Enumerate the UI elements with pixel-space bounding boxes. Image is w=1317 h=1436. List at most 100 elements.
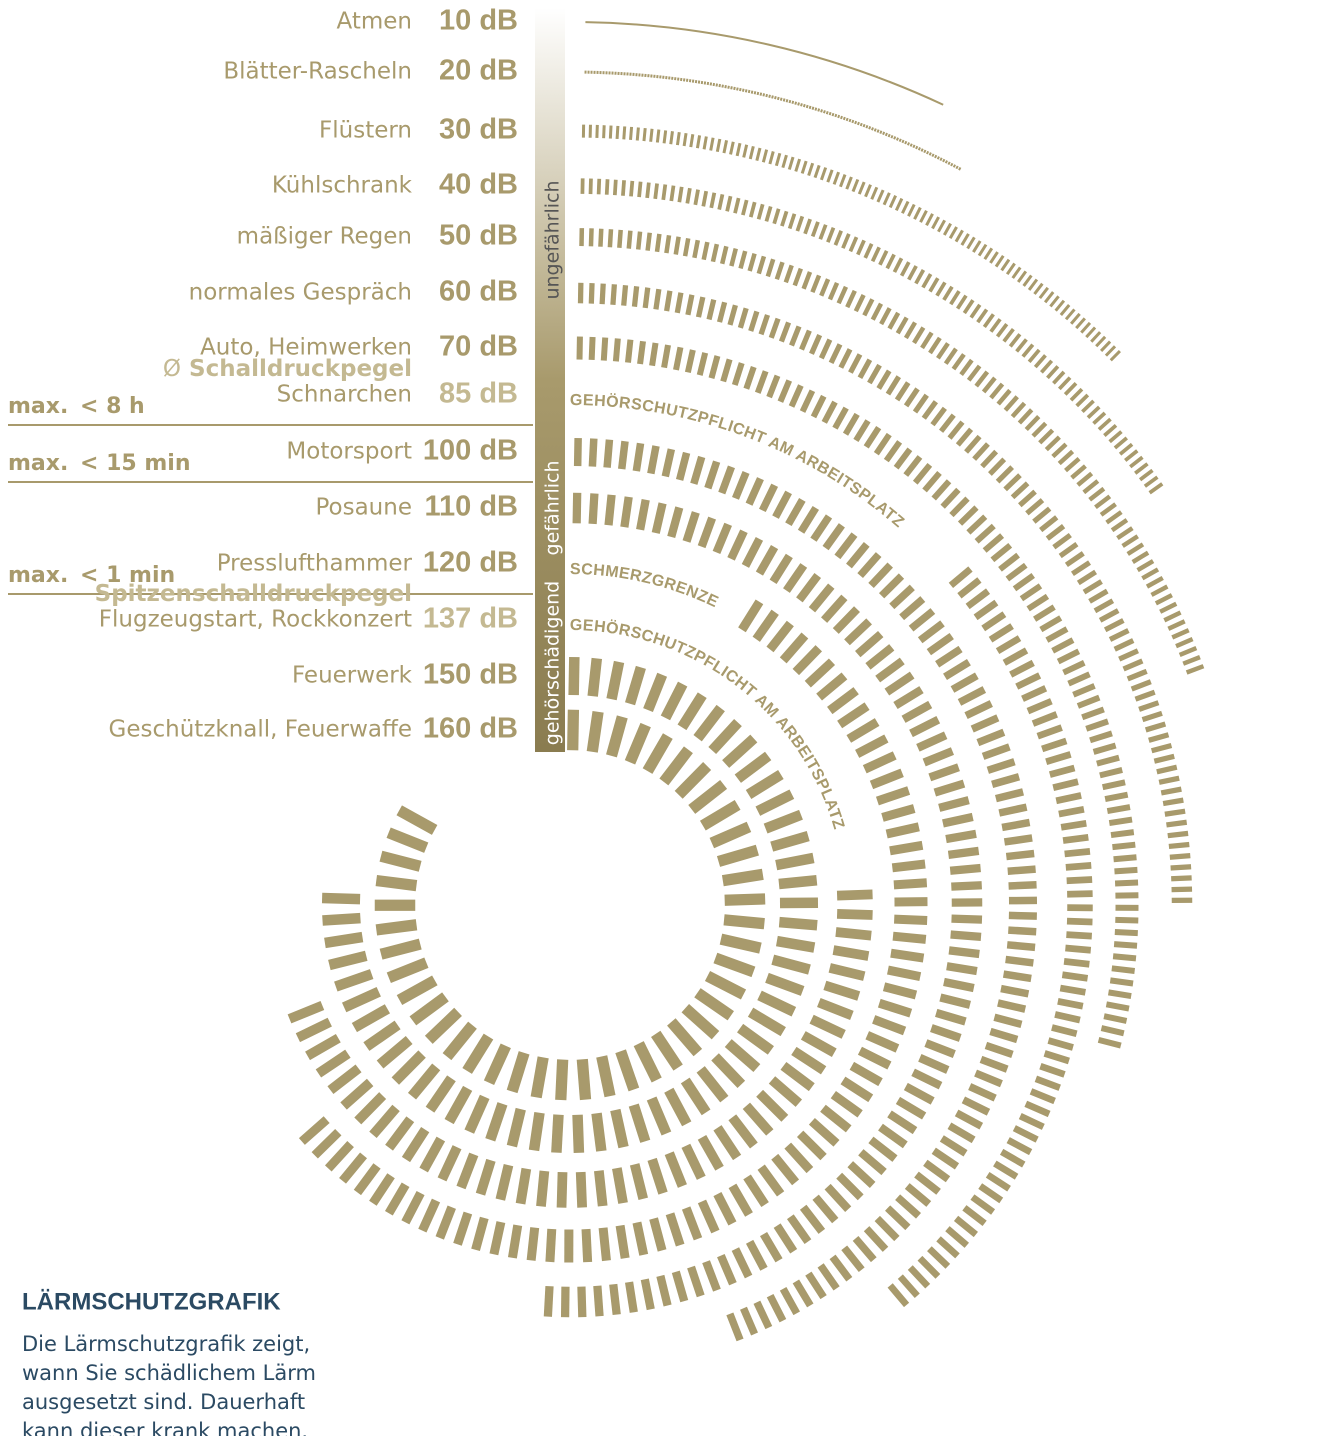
arc-tick <box>629 126 634 141</box>
arc-tick <box>341 986 381 1013</box>
arc-tick <box>914 1171 941 1195</box>
arc-tick <box>752 609 779 642</box>
arc-tick <box>1010 401 1027 419</box>
arc-tick <box>1138 468 1154 482</box>
arc-tick <box>889 840 924 856</box>
arc-tick <box>587 657 603 697</box>
arc-tick <box>602 125 606 139</box>
arc-tick <box>995 465 1015 484</box>
arc-tick <box>993 1160 1019 1180</box>
arc-tick <box>653 288 662 310</box>
arc-tick <box>737 307 749 329</box>
arc-tick <box>556 1172 568 1208</box>
arc-tick <box>978 1183 1004 1204</box>
arc-tick <box>717 194 725 210</box>
arc-tick <box>895 316 909 335</box>
arc-tick <box>799 329 812 351</box>
arc-tick <box>893 686 924 710</box>
arc-tick <box>1096 754 1120 767</box>
arc-label: SCHMERZGRENZE <box>570 561 721 611</box>
arc-tick <box>1134 689 1156 702</box>
arc-tick <box>1007 865 1036 875</box>
arc-tick <box>629 180 635 197</box>
arc-tick <box>787 156 795 170</box>
arc-tick <box>780 1061 815 1092</box>
arc-tick <box>659 746 693 786</box>
arc-tick <box>1012 1125 1039 1143</box>
arc-tick <box>667 1018 703 1057</box>
arc-tick <box>948 946 980 959</box>
arc-tick <box>1126 542 1145 556</box>
arc-tick <box>995 788 1024 803</box>
arc-tick <box>799 1204 826 1234</box>
arc-tick <box>761 149 769 163</box>
arc-tick <box>865 1031 900 1053</box>
arc-tick <box>1086 405 1101 419</box>
arc-tick <box>1178 645 1198 657</box>
arc-tick <box>598 228 604 247</box>
arc-tick <box>328 950 368 971</box>
arc-tick <box>645 182 651 199</box>
arc-tick <box>863 1226 889 1252</box>
arc-tick <box>857 181 866 195</box>
arc-tick <box>555 1059 569 1101</box>
arc-tick <box>974 1069 1003 1088</box>
arc-tick <box>483 1043 511 1085</box>
note-text: Spitzenschalldruckpegel <box>95 581 412 607</box>
arc-tick <box>1021 343 1035 358</box>
arc-tick <box>742 144 749 158</box>
arc-tick <box>1017 270 1028 283</box>
arc-tick <box>943 347 958 365</box>
arc-tick <box>702 1260 721 1292</box>
arc-tick <box>848 353 863 374</box>
arc-tick <box>1005 562 1028 582</box>
arc-tick <box>951 914 983 924</box>
arc-tick <box>1038 428 1055 445</box>
arc-tick <box>980 449 999 469</box>
arc-tick <box>810 394 827 419</box>
arc-tick <box>621 180 626 196</box>
arc-tick <box>1166 819 1188 828</box>
db-value: 70 dB <box>439 331 518 363</box>
arc-tick <box>846 718 880 743</box>
arc-tick <box>942 812 974 828</box>
arc-tick <box>832 406 849 430</box>
arc-tick <box>966 514 988 535</box>
arc-tick <box>1076 471 1094 487</box>
arc-tick <box>926 632 954 656</box>
arc-tick <box>1108 430 1123 444</box>
arc-tick <box>677 692 707 731</box>
sound-label: Kühlschrank <box>272 173 413 199</box>
arc-tick <box>785 498 806 527</box>
arc-tick <box>1003 473 1022 492</box>
arc-tick <box>756 255 767 275</box>
arc-tick <box>1124 449 1139 462</box>
arc-tick <box>777 379 793 403</box>
arc-tick <box>768 317 781 339</box>
arc-tick <box>996 388 1012 406</box>
arc-tick <box>485 1102 508 1142</box>
arc-tick <box>588 493 599 525</box>
arc-tick <box>754 370 769 394</box>
info-line: wann Sie schädlichem Lärm <box>22 1361 316 1385</box>
sound-label: Feuerwerk <box>292 663 413 689</box>
arc-tick <box>1104 791 1129 803</box>
arc-tick <box>327 1064 362 1094</box>
arc-tick <box>821 400 838 424</box>
scale-label: gehörschädigend <box>542 581 564 745</box>
arc-tick <box>788 384 804 408</box>
arc-tick <box>727 304 738 326</box>
arc-tick <box>796 1130 827 1161</box>
arc-tick <box>1039 1062 1066 1078</box>
arc-tick <box>664 234 672 254</box>
arc-tick <box>1002 647 1029 666</box>
arc-tick <box>709 192 717 209</box>
arc-tick <box>1051 1024 1078 1038</box>
arc-tick <box>774 152 782 167</box>
arc-tick <box>624 722 651 765</box>
sound-label: Schnarchen <box>277 382 412 408</box>
arc-tick <box>875 786 911 806</box>
arc-tick <box>794 158 802 172</box>
arc-tick <box>1097 1036 1122 1049</box>
arc-tick <box>1115 916 1139 924</box>
